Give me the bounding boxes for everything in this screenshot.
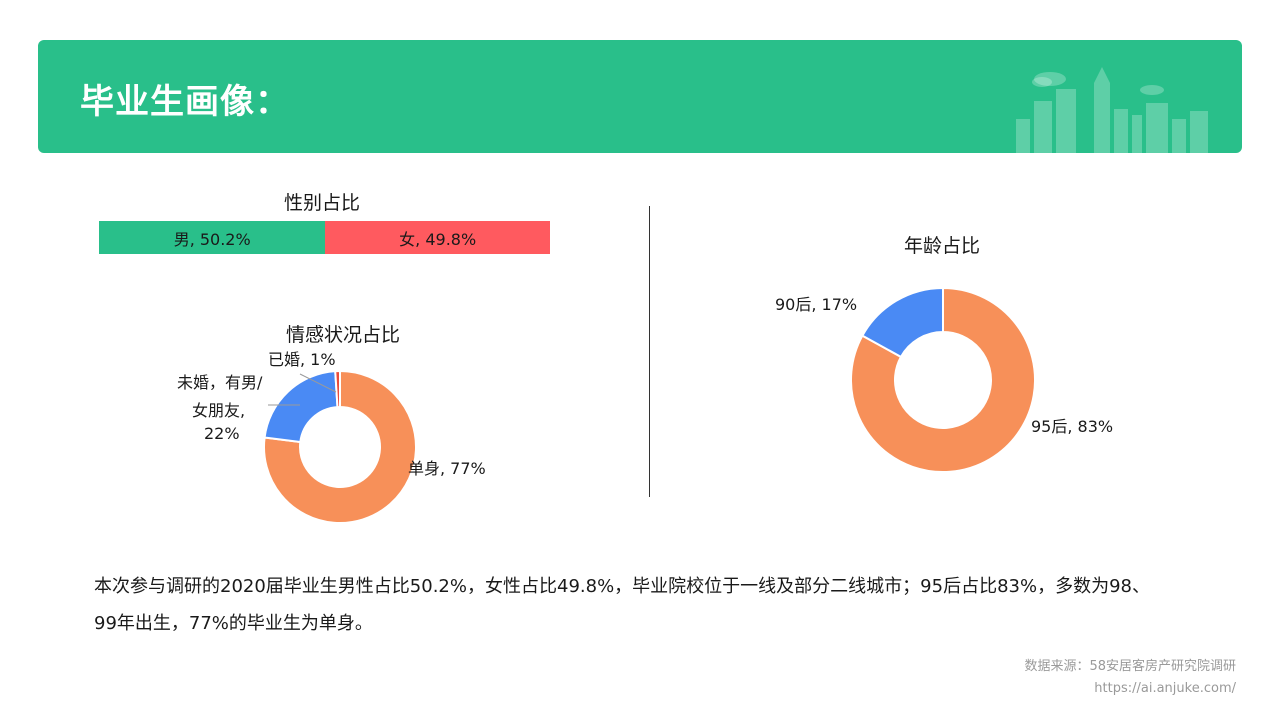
- source-line-2: https://ai.anjuke.com/: [1094, 681, 1236, 696]
- donut-slice-90s: [861, 286, 944, 359]
- bar-label-male: 男, 50.2%: [173, 229, 251, 249]
- donut-slice-95s: [850, 286, 1036, 473]
- summary-line-1: 本次参与调研的2020届毕业生男性占比50.2%，女性占比49.8%，毕业院校位…: [94, 576, 1150, 597]
- age-chart-title: 年龄占比: [904, 235, 981, 257]
- donut-slice-single: [263, 369, 417, 524]
- leader-line-married: [299, 373, 337, 393]
- header-banner: 毕业生画像：: [38, 40, 1242, 153]
- pie-label-90s: 90后, 17%: [775, 295, 858, 314]
- gender-stacked-bar: 男, 50.2% 女, 49.8%: [99, 221, 550, 254]
- pie-label-dating-line2: 女朋友,: [192, 401, 246, 420]
- page-title: 毕业生画像：: [80, 82, 290, 122]
- gender-chart-title: 性别占比: [284, 192, 361, 214]
- pie-label-married: 已婚, 1%: [268, 350, 336, 369]
- pie-label-dating-line1: 未婚，有男/: [177, 373, 263, 392]
- summary-text: 本次参与调研的2020届毕业生男性占比50.2%，女性占比49.8%，毕业院校位…: [94, 568, 1204, 642]
- section-divider: [649, 206, 650, 497]
- bar-segment-male: 男, 50.2%: [99, 221, 326, 254]
- city-skyline-icon: [1016, 67, 1208, 153]
- bar-segment-female: 女, 49.8%: [325, 221, 550, 254]
- data-source: 数据来源：58安居客房产研究院调研 https://ai.anjuke.com/: [1024, 656, 1236, 700]
- bar-label-female: 女, 49.8%: [399, 229, 477, 249]
- pie-label-dating-line3: 22%: [204, 424, 240, 443]
- summary-line-2: 99年出生，77%的毕业生为单身。: [94, 613, 373, 634]
- relationship-chart-title: 情感状况占比: [286, 324, 401, 346]
- pie-label-95s: 95后, 83%: [1031, 417, 1114, 436]
- source-line-1: 数据来源：58安居客房产研究院调研: [1024, 659, 1236, 674]
- donut-slice-dating: [263, 370, 339, 444]
- donut-slice-married: [334, 369, 341, 409]
- pie-label-single: 单身, 77%: [408, 459, 486, 478]
